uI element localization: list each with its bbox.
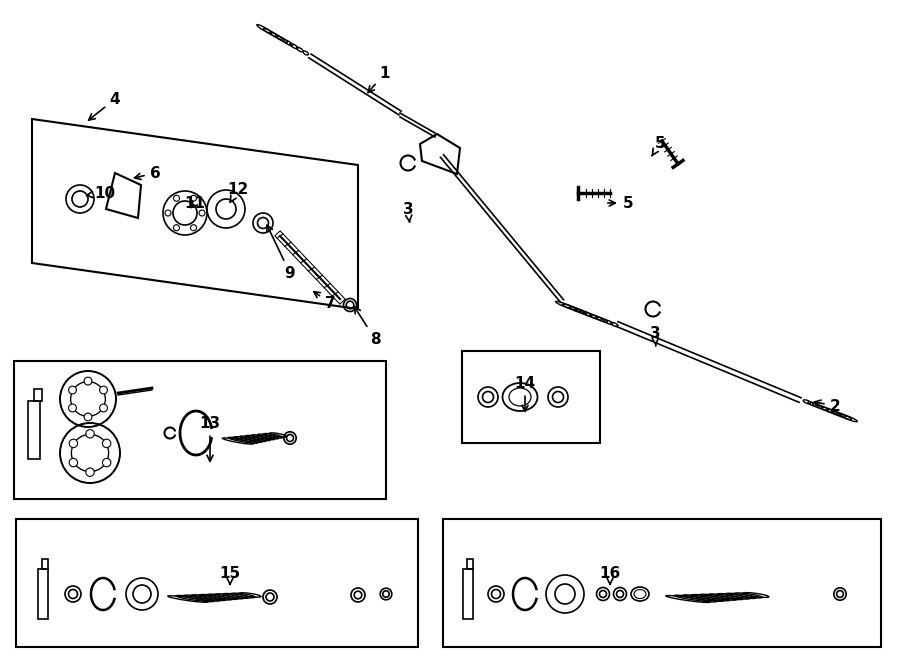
Text: 16: 16 (599, 566, 621, 584)
Bar (38, 569, 48, 619)
Circle shape (68, 386, 76, 394)
Text: 5: 5 (608, 196, 634, 210)
Bar (443, 519, 881, 647)
Text: 9: 9 (267, 225, 295, 280)
Circle shape (86, 468, 94, 477)
Circle shape (103, 439, 111, 447)
Circle shape (100, 386, 107, 394)
Text: 10: 10 (86, 186, 115, 200)
Text: 2: 2 (814, 399, 841, 414)
Circle shape (84, 377, 92, 385)
Circle shape (69, 458, 77, 467)
Text: 12: 12 (228, 182, 248, 202)
Bar (467, 559, 473, 569)
Text: 8: 8 (355, 307, 381, 346)
Circle shape (100, 404, 107, 412)
Text: 3: 3 (650, 325, 661, 346)
Bar (42, 559, 48, 569)
Text: 6: 6 (134, 165, 160, 180)
Bar (14, 361, 386, 499)
Text: 14: 14 (515, 375, 536, 411)
Circle shape (86, 430, 94, 438)
Text: 13: 13 (200, 416, 220, 461)
Text: 4: 4 (88, 91, 121, 120)
Circle shape (69, 439, 77, 447)
Circle shape (84, 413, 92, 421)
Text: 7: 7 (314, 292, 336, 311)
Text: 5: 5 (652, 136, 665, 156)
Text: 15: 15 (220, 566, 240, 584)
Circle shape (103, 458, 111, 467)
Text: 3: 3 (402, 202, 413, 222)
Bar (28, 401, 40, 459)
Bar (463, 569, 473, 619)
Bar (16, 519, 418, 647)
Text: 11: 11 (184, 196, 205, 210)
Bar (462, 351, 600, 443)
Text: 1: 1 (368, 65, 391, 93)
Circle shape (68, 404, 76, 412)
Bar (34, 389, 42, 401)
